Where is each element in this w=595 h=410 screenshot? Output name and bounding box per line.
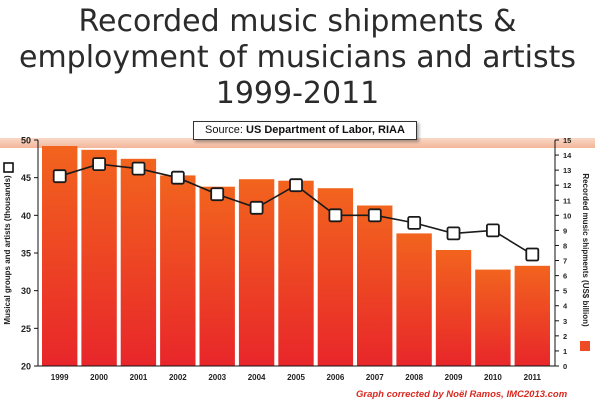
y-right-legend-marker xyxy=(580,341,590,351)
bar-2000 xyxy=(81,149,117,366)
y-right-tick-label: 3 xyxy=(563,317,567,326)
x-tick-label: 2001 xyxy=(130,373,148,382)
header-band xyxy=(0,138,595,148)
y-left-tick-label: 30 xyxy=(21,286,31,296)
bar-2005 xyxy=(278,180,314,366)
source-value: US Department of Labor, RIAA xyxy=(246,124,405,136)
shipments-point-2005 xyxy=(289,178,303,193)
x-tick-label: 2004 xyxy=(248,373,266,382)
bar-2007 xyxy=(357,205,393,366)
bar-2003 xyxy=(199,186,235,366)
x-tick-label: 2008 xyxy=(405,373,423,382)
chart-title: Recorded music shipments & employment of… xyxy=(0,4,595,112)
y-right-tick-label: 1 xyxy=(563,347,567,356)
y-right-tick-label: 14 xyxy=(563,151,572,160)
shipments-point-1999 xyxy=(52,169,67,184)
x-tick-label: 2009 xyxy=(445,373,463,382)
title-line-1: Recorded music shipments & xyxy=(78,4,517,39)
y-right-tick-label: 12 xyxy=(563,181,571,190)
x-tick-label: 2006 xyxy=(326,373,344,382)
y-left-tick-label: 20 xyxy=(21,362,31,372)
bars-layer xyxy=(42,146,550,366)
shipments-point-2003 xyxy=(210,187,225,202)
y-left-tick-label: 40 xyxy=(21,211,31,221)
bar-2009 xyxy=(435,250,472,366)
y-left-tick-label: 25 xyxy=(21,324,31,334)
x-tick-label: 2007 xyxy=(366,373,384,382)
y-right-tick-label: 15 xyxy=(563,136,571,145)
y-right-tick-label: 2 xyxy=(563,332,567,341)
shipments-point-2002 xyxy=(170,170,185,185)
shipments-point-2000 xyxy=(92,157,106,172)
y-right-tick-label: 6 xyxy=(563,272,567,281)
bar-2001 xyxy=(120,158,157,366)
y-right-tick-label: 10 xyxy=(563,211,571,220)
bar-2011 xyxy=(514,265,550,366)
shipments-point-2007 xyxy=(367,208,382,223)
line-layer xyxy=(52,157,540,262)
y-left-legend-marker xyxy=(3,162,14,173)
y-right-tick-label: 7 xyxy=(563,257,567,266)
source-label: Source: xyxy=(205,124,243,136)
bar-2010 xyxy=(475,269,511,366)
y-right-tick-label: 13 xyxy=(563,166,571,175)
shipments-point-2011 xyxy=(525,247,540,262)
y-right-tick-label: 11 xyxy=(563,196,571,205)
title-line-3: 1999-2011 xyxy=(215,76,380,111)
axes-layer: 2025303540455001234567891011121314151999… xyxy=(21,136,572,383)
shipments-point-2001 xyxy=(131,161,146,176)
y-left-tick-label: 45 xyxy=(21,173,31,183)
bar-2008 xyxy=(396,233,432,366)
y-right-tick-label: 4 xyxy=(563,302,568,311)
shipments-point-2010 xyxy=(485,223,500,238)
y-left-axis-label: Musical groups and artists (thousands) xyxy=(3,175,12,325)
x-tick-label: 2005 xyxy=(287,373,305,382)
bar-2002 xyxy=(160,175,196,366)
x-tick-label: 2002 xyxy=(169,373,187,382)
shipments-point-2004 xyxy=(249,200,264,215)
y-right-tick-label: 5 xyxy=(563,287,567,296)
y-right-tick-label: 9 xyxy=(563,226,567,235)
source-note: Source: US Department of Labor, RIAA xyxy=(193,121,417,140)
title-line-2: employment of musicians and artists xyxy=(18,40,577,75)
x-tick-label: 2010 xyxy=(484,373,502,382)
x-tick-label: 1999 xyxy=(51,373,69,382)
x-tick-label: 2011 xyxy=(524,373,542,382)
y-right-tick-label: 8 xyxy=(563,241,567,250)
x-tick-label: 2003 xyxy=(208,373,226,382)
shipments-point-2008 xyxy=(407,215,422,230)
y-right-tick-label: 0 xyxy=(563,362,567,371)
shipments-point-2009 xyxy=(446,226,461,241)
y-left-tick-label: 35 xyxy=(21,249,31,259)
x-tick-label: 2000 xyxy=(90,373,108,382)
shipments-point-2006 xyxy=(328,208,343,223)
credit-note: Graph corrected by Noël Ramos, IMC2013.c… xyxy=(356,389,568,400)
y-right-axis-label: Recorded music shipments (US$ billion) xyxy=(581,173,590,327)
y-left-tick-label: 50 xyxy=(21,136,31,146)
